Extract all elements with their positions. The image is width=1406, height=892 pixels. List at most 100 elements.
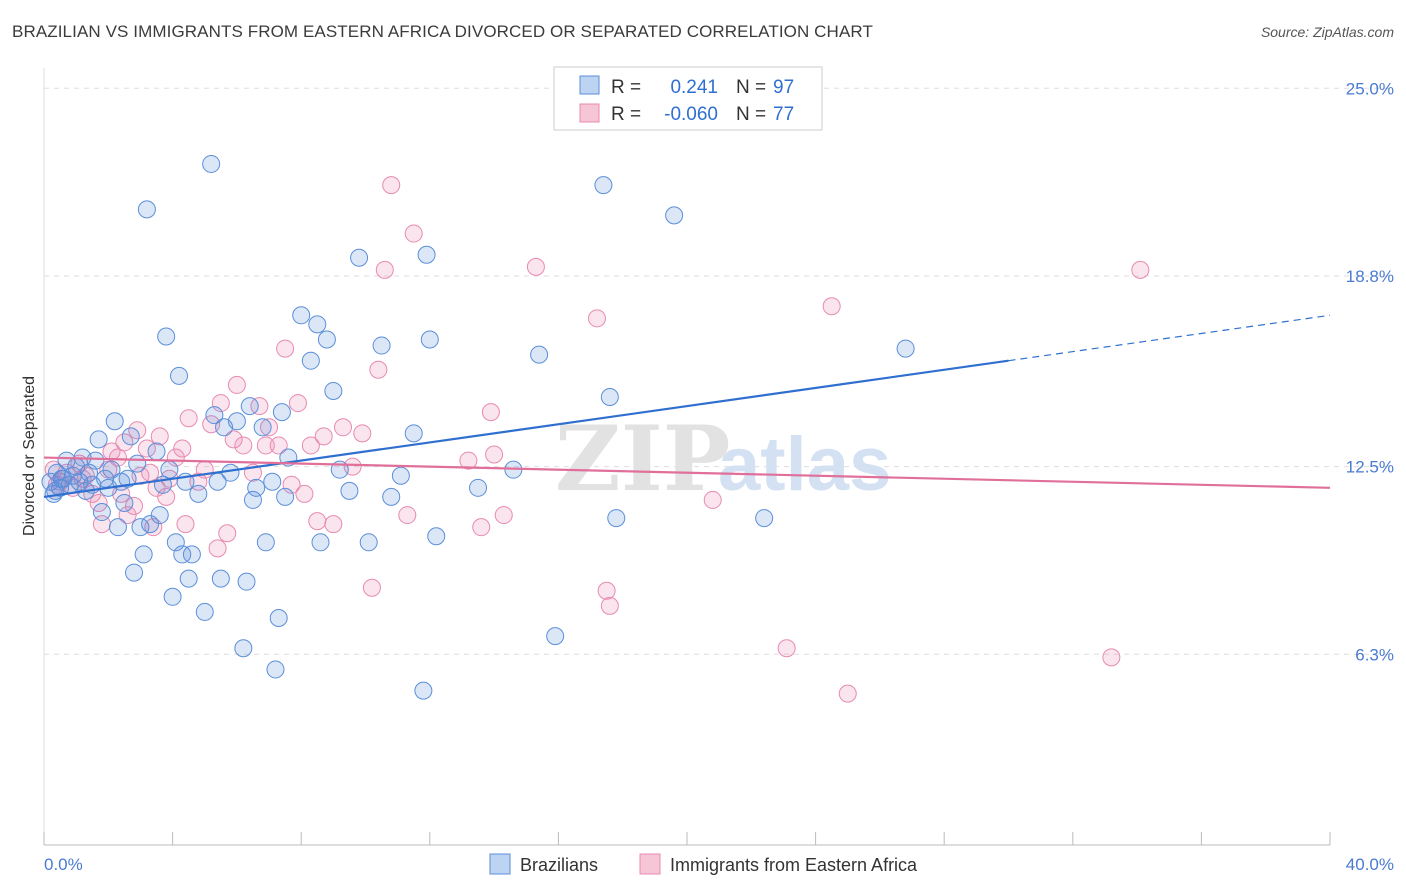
immigrant-point — [459, 451, 478, 470]
brazilian-point — [256, 533, 275, 552]
immigrant-point — [227, 375, 246, 394]
brazilian-point — [92, 503, 111, 522]
x-axis-ticks — [43, 832, 1331, 845]
chart-title: BRAZILIAN VS IMMIGRANTS FROM EASTERN AFR… — [12, 22, 873, 41]
legend-swatch-blue — [579, 75, 600, 95]
immigrant-point — [295, 484, 314, 503]
y-tick-label: 18.8% — [1346, 267, 1394, 286]
immigrant-point — [353, 424, 372, 443]
brazilians-trend-line — [43, 359, 1009, 498]
grid-lines — [44, 87, 1394, 655]
brazilian-point — [125, 563, 144, 582]
brazilian-point — [427, 527, 446, 546]
immigrant-point — [600, 596, 619, 615]
immigrant-point — [176, 515, 195, 534]
brazilian-point — [179, 569, 198, 588]
immigrant-point — [362, 578, 381, 597]
brazilian-point — [404, 424, 423, 443]
brazilian-point — [86, 451, 105, 470]
brazilian-point — [157, 327, 176, 346]
brazilian-point — [227, 412, 246, 431]
brazilian-point — [301, 351, 320, 370]
immigrant-point — [398, 506, 417, 525]
immigrant-point — [150, 427, 169, 446]
immigrant-point — [301, 436, 320, 455]
brazilian-point — [292, 306, 311, 325]
brazilian-point — [137, 200, 156, 219]
brazilian-point — [221, 463, 240, 482]
brazilian-point — [108, 518, 127, 537]
y-tick-label: 6.3% — [1355, 645, 1394, 664]
brazilian-point — [391, 466, 410, 485]
brazilian-point — [308, 315, 327, 334]
brazilian-point — [211, 569, 230, 588]
brazilian-point — [89, 430, 108, 449]
legend-n-label-2: N = — [736, 104, 766, 125]
immigrant-point — [324, 515, 343, 534]
y-tick-label: 25.0% — [1346, 79, 1394, 98]
brazilian-point — [115, 493, 134, 512]
immigrant-point — [494, 506, 513, 525]
brazilian-point — [234, 639, 253, 658]
immigrant-point — [308, 512, 327, 531]
brazilian-point — [414, 681, 433, 700]
immigrant-point — [485, 445, 504, 464]
immigrant-point — [382, 176, 401, 195]
legend-box: R = 0.241 N = 97 R = -0.060 N = 77 — [553, 66, 823, 131]
y-tick-labels: 6.3% 12.5% 18.8% 25.0% — [1346, 79, 1394, 664]
immigrant-point — [256, 436, 275, 455]
immigrant-point — [218, 524, 237, 543]
legend-n-label-1: N = — [736, 77, 766, 98]
brazilian-point — [324, 381, 343, 400]
x-tick-label-max: 40.0% — [1346, 855, 1394, 874]
immigrant-point — [375, 260, 394, 279]
bottom-legend: Brazilians Immigrants from Eastern Afric… — [489, 853, 918, 875]
immigrant-point — [125, 496, 144, 515]
watermark-zip: ZIP — [555, 406, 730, 512]
brazilian-point — [243, 490, 262, 509]
brazilian-point — [195, 602, 214, 621]
brazilian-point — [240, 397, 259, 416]
immigrant-point — [234, 436, 253, 455]
brazilian-point — [263, 472, 282, 491]
brazilian-point — [359, 533, 378, 552]
brazilian-point — [594, 176, 613, 195]
brazilian-point — [189, 484, 208, 503]
brazilian-point — [311, 533, 330, 552]
bottom-legend-label-brazilians: Brazilians — [520, 855, 598, 875]
immigrant-point — [276, 339, 295, 358]
brazilian-point — [417, 245, 436, 264]
immigrant-point — [1102, 648, 1121, 667]
immigrant-point — [481, 403, 500, 422]
brazilian-point — [150, 506, 169, 525]
legend-r-value-1: 0.241 — [670, 77, 718, 98]
brazilian-point — [131, 518, 150, 537]
watermark-atlas: atlas — [718, 422, 891, 507]
brazilians-points — [41, 154, 915, 700]
brazilian-point — [755, 509, 774, 528]
brazilian-point — [469, 478, 488, 497]
brazilian-point — [160, 460, 179, 479]
brazilian-point — [665, 206, 684, 225]
immigrant-point — [526, 257, 545, 276]
bottom-legend-swatch-immigrants — [639, 853, 661, 875]
brazilian-point — [121, 427, 140, 446]
immigrant-point — [333, 418, 352, 437]
immigrant-point — [157, 487, 176, 506]
brazilian-point — [317, 330, 336, 349]
brazilian-point — [266, 660, 285, 679]
brazilian-point — [163, 587, 182, 606]
brazilian-point — [102, 460, 121, 479]
brazilians-trend-extension — [1008, 314, 1331, 362]
brazilian-point — [202, 154, 221, 173]
immigrant-point — [472, 518, 491, 537]
brazilian-point — [105, 412, 124, 431]
brazilian-point — [546, 627, 565, 646]
immigrants-trend-line — [43, 456, 1331, 489]
brazilian-point — [253, 418, 272, 437]
source-label: Source: ZipAtlas.com — [1260, 24, 1394, 40]
brazilian-point — [182, 545, 201, 564]
immigrant-point — [404, 224, 423, 243]
immigrant-point — [597, 581, 616, 600]
immigrant-point — [250, 397, 269, 416]
